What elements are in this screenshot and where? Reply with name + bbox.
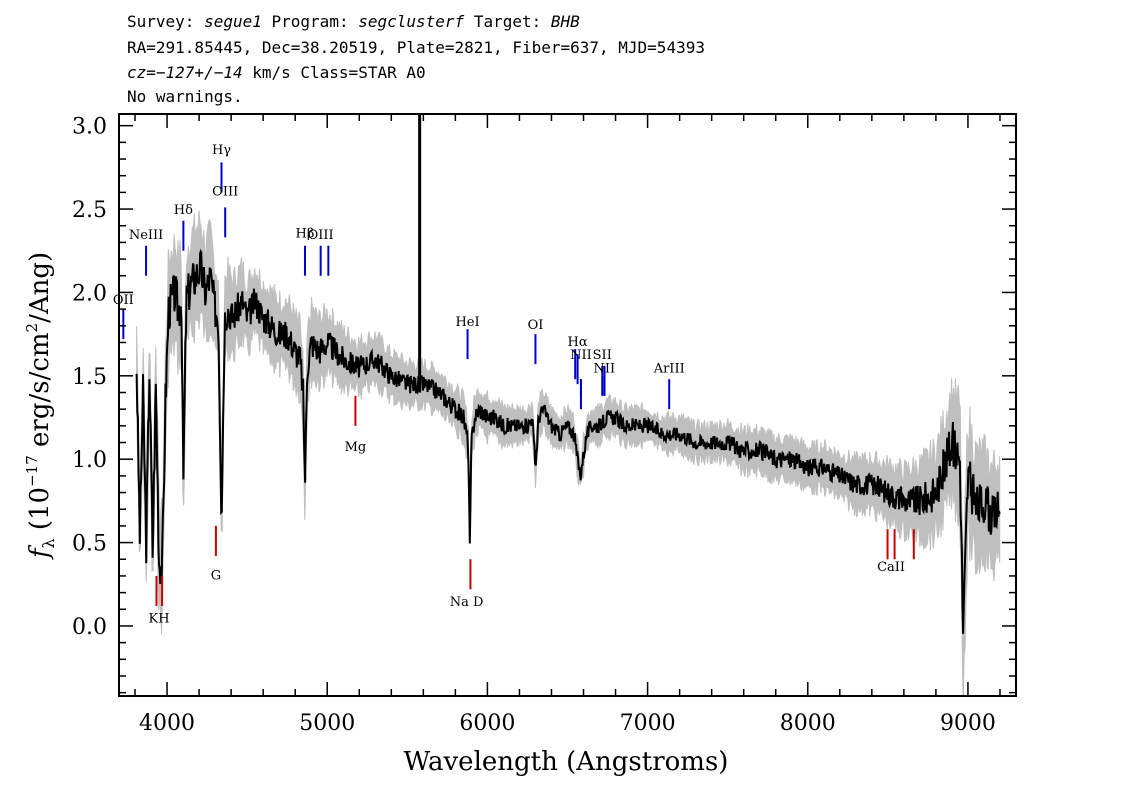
x-tick-label: 5000 — [299, 711, 355, 736]
emission-line-label: Hβ — [296, 226, 315, 241]
target-value: BHB — [550, 12, 580, 31]
y-tick-label: 1.5 — [72, 365, 107, 390]
y-axis-title-unit-end: /Ang) — [25, 252, 55, 323]
axis-ticks: 4000 5000 6000 7000 8000 9000 0.0 0.5 1.0 1.5 2.0 2… — [72, 114, 1016, 736]
emission-line-label: Hγ — [212, 143, 231, 158]
y-axis-title-subscript: λ — [39, 538, 58, 548]
emission-line-label: OI — [528, 318, 544, 333]
header-line-warnings: No warnings. — [127, 87, 243, 106]
y-tick-label: 0.5 — [72, 532, 107, 557]
noise-envelope — [136, 210, 1001, 696]
plot-axes — [118, 113, 1017, 697]
header-line-coordinates: RA=291.85445, Dec=38.20519, Plate=2821, … — [127, 38, 705, 57]
x-tick-label: 6000 — [459, 711, 515, 736]
x-tick-label: 4000 — [139, 711, 195, 736]
y-tick-label: 0.0 — [72, 615, 107, 640]
emission-line-label: ArIII — [653, 361, 685, 376]
emission-line-label: NeIII — [129, 228, 163, 243]
emission-line-label: NII — [570, 348, 592, 363]
header-line-survey: Survey: segue1 Program: segclusterf Targ… — [127, 12, 580, 32]
target-label: Target: — [473, 12, 542, 31]
flux-line — [135, 248, 1001, 634]
y-axis-title-unit-mid: erg/s/cm — [25, 332, 55, 455]
y-axis-title-exponent: −17 — [23, 455, 41, 487]
y-tick-label: 3.0 — [72, 115, 107, 140]
emission-line-label: OIII — [212, 185, 238, 200]
y-axis-title: fλ (10−17 erg/s/cm2/Ang) — [23, 252, 58, 560]
class-value: km/s Class=STAR A0 — [242, 63, 426, 82]
survey-label: Survey: — [127, 12, 195, 31]
header-line-redshift: cz=−127+/−14 km/s Class=STAR A0 — [127, 63, 426, 83]
absorption-line-label: KH — [149, 612, 170, 627]
noise-band — [136, 210, 1001, 696]
x-tick-label: 8000 — [780, 711, 836, 736]
emission-line-label: Hδ — [174, 203, 193, 218]
x-axis-title: Wavelength (Angstroms) — [404, 747, 729, 777]
emission-line-label: SII — [593, 348, 612, 363]
x-tick-label: 9000 — [940, 711, 996, 736]
emission-line-label: NII — [594, 361, 616, 376]
plot-frame — [118, 113, 1017, 697]
absorption-line-label: G — [211, 568, 221, 583]
y-tick-label: 2.5 — [72, 198, 107, 223]
survey-value: segue1 — [204, 12, 262, 31]
redshift-value: cz=−127+/−14 — [127, 63, 243, 82]
flux-series — [135, 114, 1001, 634]
absorption-line-label: Na D — [450, 595, 484, 610]
y-tick-label: 2.0 — [72, 281, 107, 306]
emission-line-label: Hα — [568, 335, 588, 350]
x-tick-label: 7000 — [620, 711, 676, 736]
emission-line-label: HeI — [455, 315, 479, 330]
y-tick-label: 1.0 — [72, 448, 107, 473]
y-axis-title-unit: (10 — [25, 487, 55, 539]
y-axis-title-exponent2: 2 — [23, 323, 41, 333]
absorption-line-label: Mg — [345, 440, 367, 455]
emission-line-label: OIII — [308, 228, 334, 243]
program-label: Program: — [271, 12, 349, 31]
emission-line-label: OII — [113, 293, 134, 308]
absorption-line-label: CaII — [877, 560, 905, 575]
program-value: segclusterf — [358, 12, 465, 31]
